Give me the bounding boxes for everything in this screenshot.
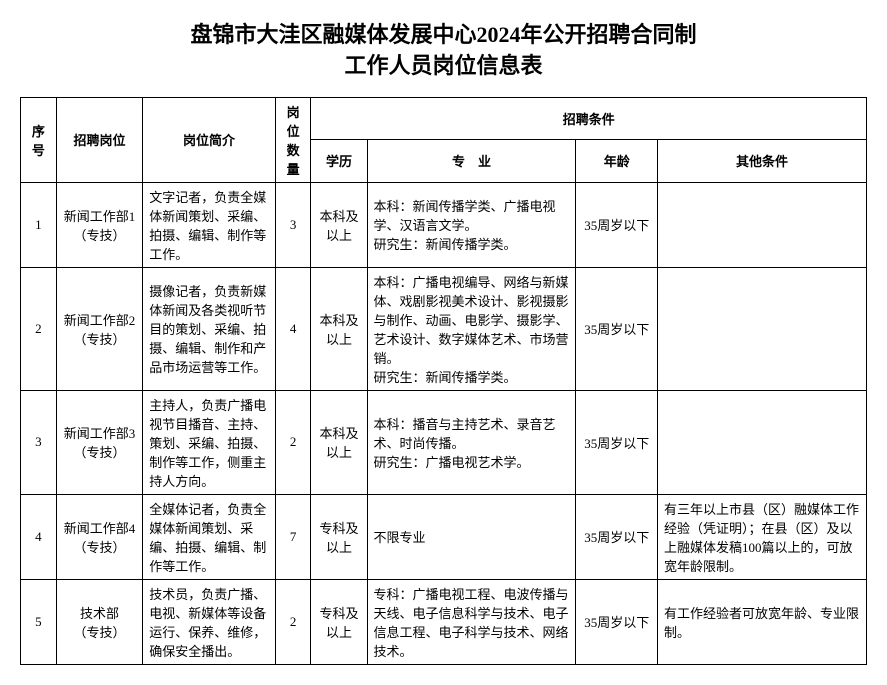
- cell-seq: 4: [21, 494, 57, 579]
- cell-major: 本科：广播电视编导、网络与新媒体、戏剧影视美术设计、影视摄影与制作、动画、电影学…: [367, 267, 576, 390]
- cell-education: 本科及以上: [311, 267, 367, 390]
- cell-position: 新闻工作部2 （专技）: [56, 267, 143, 390]
- header-row-1: 序号 招聘岗位 岗位简介 岗位数量 招聘条件: [21, 97, 867, 140]
- cell-count: 2: [275, 579, 311, 664]
- header-age: 年龄: [576, 140, 658, 183]
- cell-count: 7: [275, 494, 311, 579]
- title-line-2: 工作人员岗位信息表: [344, 53, 542, 78]
- cell-seq: 2: [21, 267, 57, 390]
- header-education: 学历: [311, 140, 367, 183]
- cell-age: 35周岁以下: [576, 390, 658, 494]
- cell-education: 专科及以上: [311, 579, 367, 664]
- cell-other: [657, 390, 866, 494]
- header-desc: 岗位简介: [143, 97, 276, 182]
- cell-count: 4: [275, 267, 311, 390]
- cell-education: 专科及以上: [311, 494, 367, 579]
- cell-major: 本科：播音与主持艺术、录音艺术、时尚传播。 研究生：广播电视艺术学。: [367, 390, 576, 494]
- cell-other: [657, 182, 866, 267]
- cell-age: 35周岁以下: [576, 494, 658, 579]
- header-other: 其他条件: [657, 140, 866, 183]
- cell-education: 本科及以上: [311, 390, 367, 494]
- table-row: 5技术部 （专技）技术员，负责广播、电视、新媒体等设备运行、保养、维修，确保安全…: [21, 579, 867, 664]
- table-row: 2新闻工作部2 （专技）摄像记者，负责新媒体新闻及各类视听节目的策划、采编、拍摄…: [21, 267, 867, 390]
- cell-count: 3: [275, 182, 311, 267]
- cell-major: 本科：新闻传播学类、广播电视学、汉语言文学。 研究生：新闻传播学类。: [367, 182, 576, 267]
- header-conditions: 招聘条件: [311, 97, 867, 140]
- cell-major: 不限专业: [367, 494, 576, 579]
- table-row: 4新闻工作部4 （专技）全媒体记者，负责全媒体新闻策划、采编、拍摄、编辑、制作等…: [21, 494, 867, 579]
- cell-position: 新闻工作部1 （专技）: [56, 182, 143, 267]
- cell-position: 新闻工作部3 （专技）: [56, 390, 143, 494]
- cell-other: [657, 267, 866, 390]
- cell-position: 新闻工作部4 （专技）: [56, 494, 143, 579]
- header-count: 岗位数量: [275, 97, 311, 182]
- cell-age: 35周岁以下: [576, 267, 658, 390]
- cell-major: 专科：广播电视工程、电波传播与天线、电子信息科学与技术、电子信息工程、电子科学与…: [367, 579, 576, 664]
- cell-seq: 1: [21, 182, 57, 267]
- table-row: 1新闻工作部1 （专技）文字记者，负责全媒体新闻策划、采编、拍摄、编辑、制作等工…: [21, 182, 867, 267]
- cell-other: 有三年以上市县（区）融媒体工作经验（凭证明）；在县（区）及以上融媒体发稿100篇…: [657, 494, 866, 579]
- cell-age: 35周岁以下: [576, 182, 658, 267]
- recruitment-table: 序号 招聘岗位 岗位简介 岗位数量 招聘条件 学历 专 业 年龄 其他条件 1新…: [20, 97, 867, 665]
- cell-desc: 文字记者，负责全媒体新闻策划、采编、拍摄、编辑、制作等工作。: [143, 182, 276, 267]
- title-line-1: 盘锦市大洼区融媒体发展中心2024年公开招聘合同制: [190, 22, 696, 47]
- document-title: 盘锦市大洼区融媒体发展中心2024年公开招聘合同制 工作人员岗位信息表: [20, 20, 867, 82]
- cell-desc: 摄像记者，负责新媒体新闻及各类视听节目的策划、采编、拍摄、编辑、制作和产品市场运…: [143, 267, 276, 390]
- cell-desc: 全媒体记者，负责全媒体新闻策划、采编、拍摄、编辑、制作等工作。: [143, 494, 276, 579]
- cell-age: 35周岁以下: [576, 579, 658, 664]
- cell-count: 2: [275, 390, 311, 494]
- cell-desc: 主持人，负责广播电视节目播音、主持、策划、采编、拍摄、制作等工作，侧重主持人方向…: [143, 390, 276, 494]
- cell-position: 技术部 （专技）: [56, 579, 143, 664]
- table-row: 3新闻工作部3 （专技）主持人，负责广播电视节目播音、主持、策划、采编、拍摄、制…: [21, 390, 867, 494]
- table-body: 1新闻工作部1 （专技）文字记者，负责全媒体新闻策划、采编、拍摄、编辑、制作等工…: [21, 182, 867, 664]
- cell-education: 本科及以上: [311, 182, 367, 267]
- cell-other: 有工作经验者可放宽年龄、专业限制。: [657, 579, 866, 664]
- cell-seq: 5: [21, 579, 57, 664]
- header-seq: 序号: [21, 97, 57, 182]
- cell-desc: 技术员，负责广播、电视、新媒体等设备运行、保养、维修，确保安全播出。: [143, 579, 276, 664]
- header-major: 专 业: [367, 140, 576, 183]
- header-position: 招聘岗位: [56, 97, 143, 182]
- cell-seq: 3: [21, 390, 57, 494]
